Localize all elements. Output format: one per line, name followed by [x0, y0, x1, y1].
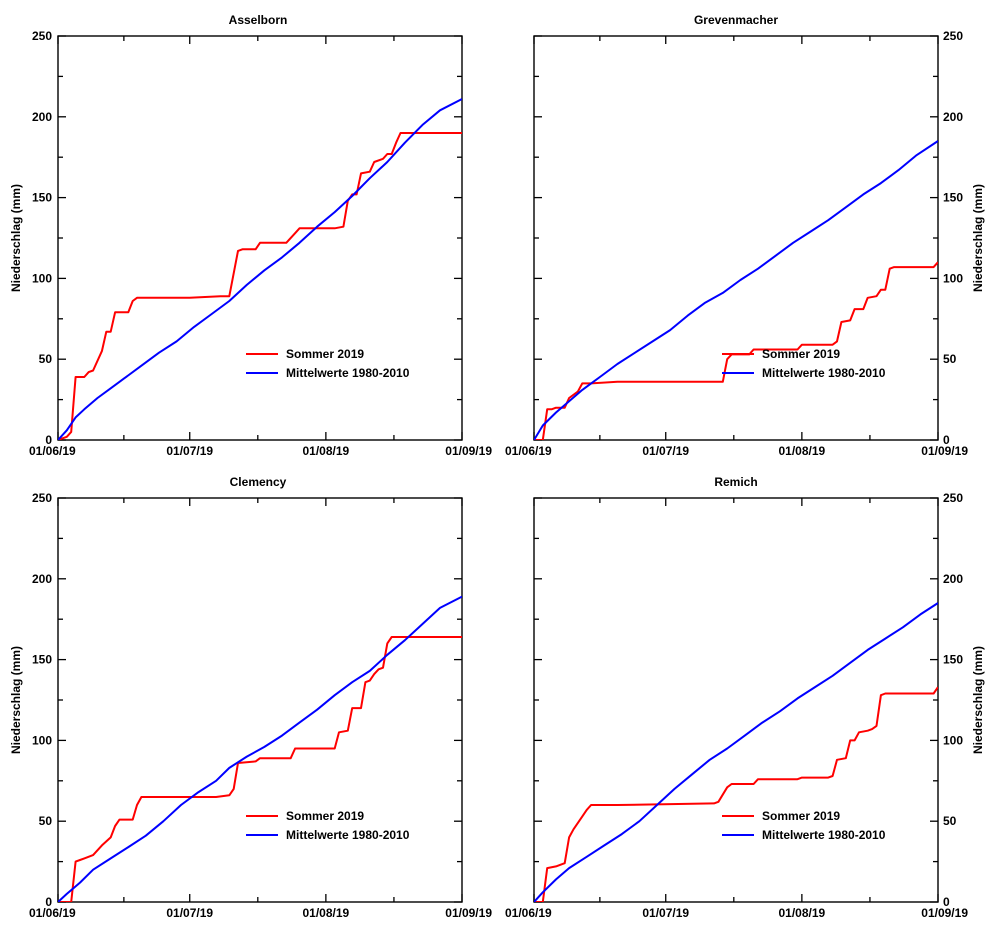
y-axis-label: Niederschlag (mm): [971, 646, 985, 754]
chart-panel-3: Clemency 0 50 100 150 200 250 01/06/19 01/07/19 0…: [9, 475, 492, 920]
legend-label: Sommer 2019: [286, 347, 364, 361]
y-tick-label: 200: [943, 110, 963, 124]
y-tick-label: 0: [45, 433, 52, 447]
y-axis-label: Niederschlag (mm): [9, 184, 23, 292]
series-line-mittelwerte: [58, 595, 462, 902]
y-tick-label: 250: [943, 29, 963, 43]
y-tick-label: 100: [943, 733, 963, 747]
x-tick-label: 01/06/19: [29, 906, 76, 920]
y-tick-label: 150: [32, 653, 52, 667]
chart-panel-4: Remich 0 50 100 150 200 250 01/06/19 01/07/19 01/…: [505, 475, 985, 920]
legend-label: Mittelwerte 1980-2010: [762, 828, 886, 842]
chart-title: Clemency: [230, 475, 287, 489]
y-tick-label: 100: [32, 733, 52, 747]
x-tick-label: 01/08/19: [303, 906, 350, 920]
y-axis-label: Niederschlag (mm): [971, 184, 985, 292]
legend-label: Mittelwerte 1980-2010: [762, 366, 886, 380]
y-tick-label: 150: [32, 191, 52, 205]
y-tick-label: 100: [32, 271, 52, 285]
y-tick-label: 250: [32, 29, 52, 43]
series-line-mittelwerte: [534, 140, 938, 440]
x-tick-label: 01/09/19: [445, 444, 492, 458]
x-tick-label: 01/07/19: [166, 444, 213, 458]
legend-label: Sommer 2019: [286, 809, 364, 823]
chart-title: Asselborn: [229, 13, 288, 27]
series-line-mittelwerte: [534, 602, 938, 902]
series-line-sommer-2019: [58, 636, 462, 902]
chart-panel-1: Asselborn 0 50 100 150 200 250 01/06/19 01/07/19…: [9, 13, 492, 458]
y-tick-label: 200: [32, 110, 52, 124]
y-tick-label: 0: [45, 895, 52, 909]
legend-label: Mittelwerte 1980-2010: [286, 366, 410, 380]
y-tick-label: 100: [943, 271, 963, 285]
y-tick-label: 250: [943, 491, 963, 505]
x-tick-label: 01/06/19: [505, 906, 552, 920]
y-tick-label: 50: [39, 352, 53, 366]
y-tick-label: 250: [32, 491, 52, 505]
x-tick-label: 01/06/19: [505, 444, 552, 458]
y-tick-label: 50: [39, 814, 53, 828]
x-tick-label: 01/07/19: [642, 444, 689, 458]
y-tick-label: 0: [943, 433, 950, 447]
chart-title: Remich: [714, 475, 757, 489]
legend-label: Sommer 2019: [762, 347, 840, 361]
y-axis-label: Niederschlag (mm): [9, 646, 23, 754]
y-tick-label: 200: [32, 572, 52, 586]
x-tick-label: 01/08/19: [779, 906, 826, 920]
series-line-sommer-2019: [534, 686, 938, 902]
legend-label: Mittelwerte 1980-2010: [286, 828, 410, 842]
x-tick-label: 01/09/19: [921, 906, 968, 920]
series-line-sommer-2019: [534, 261, 938, 440]
y-tick-label: 150: [943, 653, 963, 667]
x-tick-label: 01/07/19: [642, 906, 689, 920]
chart-title: Grevenmacher: [694, 13, 778, 27]
y-tick-label: 200: [943, 572, 963, 586]
legend-label: Sommer 2019: [762, 809, 840, 823]
series-line-mittelwerte: [58, 98, 462, 440]
chart-panel-2: Grevenmacher 0 50 100 150 200 250 01/06/19 01/07…: [505, 13, 985, 458]
x-tick-label: 01/07/19: [166, 906, 213, 920]
x-tick-label: 01/08/19: [303, 444, 350, 458]
y-tick-label: 150: [943, 191, 963, 205]
x-tick-label: 01/09/19: [445, 906, 492, 920]
x-tick-label: 01/09/19: [921, 444, 968, 458]
x-tick-label: 01/08/19: [779, 444, 826, 458]
y-tick-label: 50: [943, 814, 957, 828]
y-tick-label: 50: [943, 352, 957, 366]
series-line-sommer-2019: [58, 132, 462, 440]
y-tick-label: 0: [943, 895, 950, 909]
x-tick-label: 01/06/19: [29, 444, 76, 458]
